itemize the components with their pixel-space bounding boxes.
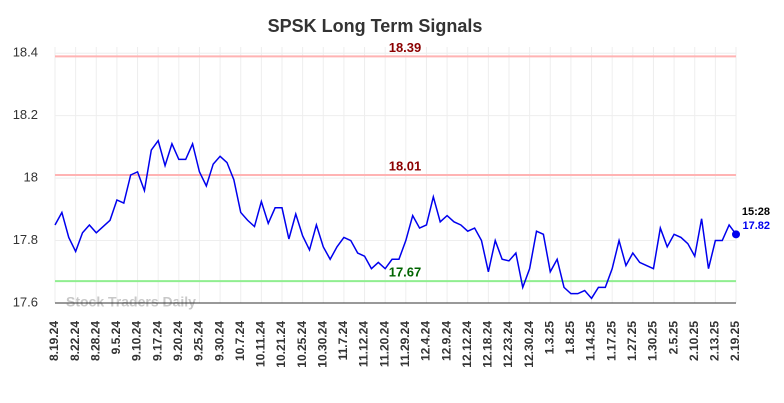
x-tick-label: 11.29.24 (398, 321, 412, 367)
x-tick-label: 9.17.24 (150, 321, 164, 361)
x-tick-label: 9.10.24 (130, 321, 144, 361)
watermark: Stock Traders Daily (66, 294, 196, 310)
y-tick-label: 17.8 (13, 232, 38, 247)
chart-title: SPSK Long Term Signals (268, 16, 483, 36)
x-tick-label: 1.3.25 (542, 321, 556, 355)
x-tick-label: 8.22.24 (68, 321, 82, 361)
y-tick-label: 18.2 (13, 107, 38, 122)
last-value: 17.82 (742, 220, 770, 232)
x-tick-label: 12.9.24 (439, 321, 453, 361)
x-tick-label: 11.12.24 (357, 321, 371, 367)
x-tick-label: 8.19.24 (47, 321, 61, 361)
signal-label: 18.01 (389, 158, 422, 173)
x-tick-label: 1.14.25 (584, 321, 598, 361)
x-tick-label: 1.27.25 (625, 321, 639, 361)
x-tick-label: 11.7.24 (336, 321, 350, 361)
x-tick-label: 8.28.24 (88, 321, 102, 361)
x-tick-label: 1.17.25 (604, 321, 618, 361)
x-tick-label: 12.30.24 (522, 321, 536, 368)
x-tick-label: 10.11.24 (254, 321, 268, 367)
y-tick-label: 17.6 (13, 294, 38, 309)
x-tick-label: 2.13.25 (708, 321, 722, 361)
x-tick-label: 10.25.24 (295, 321, 309, 368)
x-tick-label: 10.21.24 (274, 321, 288, 368)
last-time: 15:28 (742, 206, 770, 218)
x-tick-label: 9.25.24 (192, 321, 206, 361)
x-tick-label: 10.7.24 (233, 321, 247, 361)
last-point (732, 230, 740, 239)
x-tick-label: 9.30.24 (212, 321, 226, 361)
x-tick-label: 2.10.25 (687, 321, 701, 361)
x-tick-label: 9.5.24 (109, 321, 123, 355)
x-tick-label: 12.23.24 (501, 321, 515, 368)
x-tick-label: 1.8.25 (563, 321, 577, 355)
x-tick-label: 1.30.25 (646, 321, 660, 361)
x-tick-label: 2.5.25 (666, 321, 680, 355)
x-tick-label: 9.20.24 (171, 321, 185, 361)
x-tick-label: 12.4.24 (419, 321, 433, 361)
y-tick-label: 18 (24, 170, 38, 185)
x-tick-label: 12.12.24 (460, 321, 474, 368)
x-tick-label: 10.30.24 (315, 321, 329, 368)
signal-label: 18.39 (389, 40, 422, 55)
y-tick-label: 18.4 (13, 45, 38, 60)
x-tick-label: 11.20.24 (377, 321, 391, 367)
price-line (54, 138, 737, 300)
x-tick-label: 12.18.24 (481, 321, 495, 368)
x-tick-label: 2.19.25 (728, 321, 742, 361)
signal-label: 17.67 (389, 265, 422, 280)
